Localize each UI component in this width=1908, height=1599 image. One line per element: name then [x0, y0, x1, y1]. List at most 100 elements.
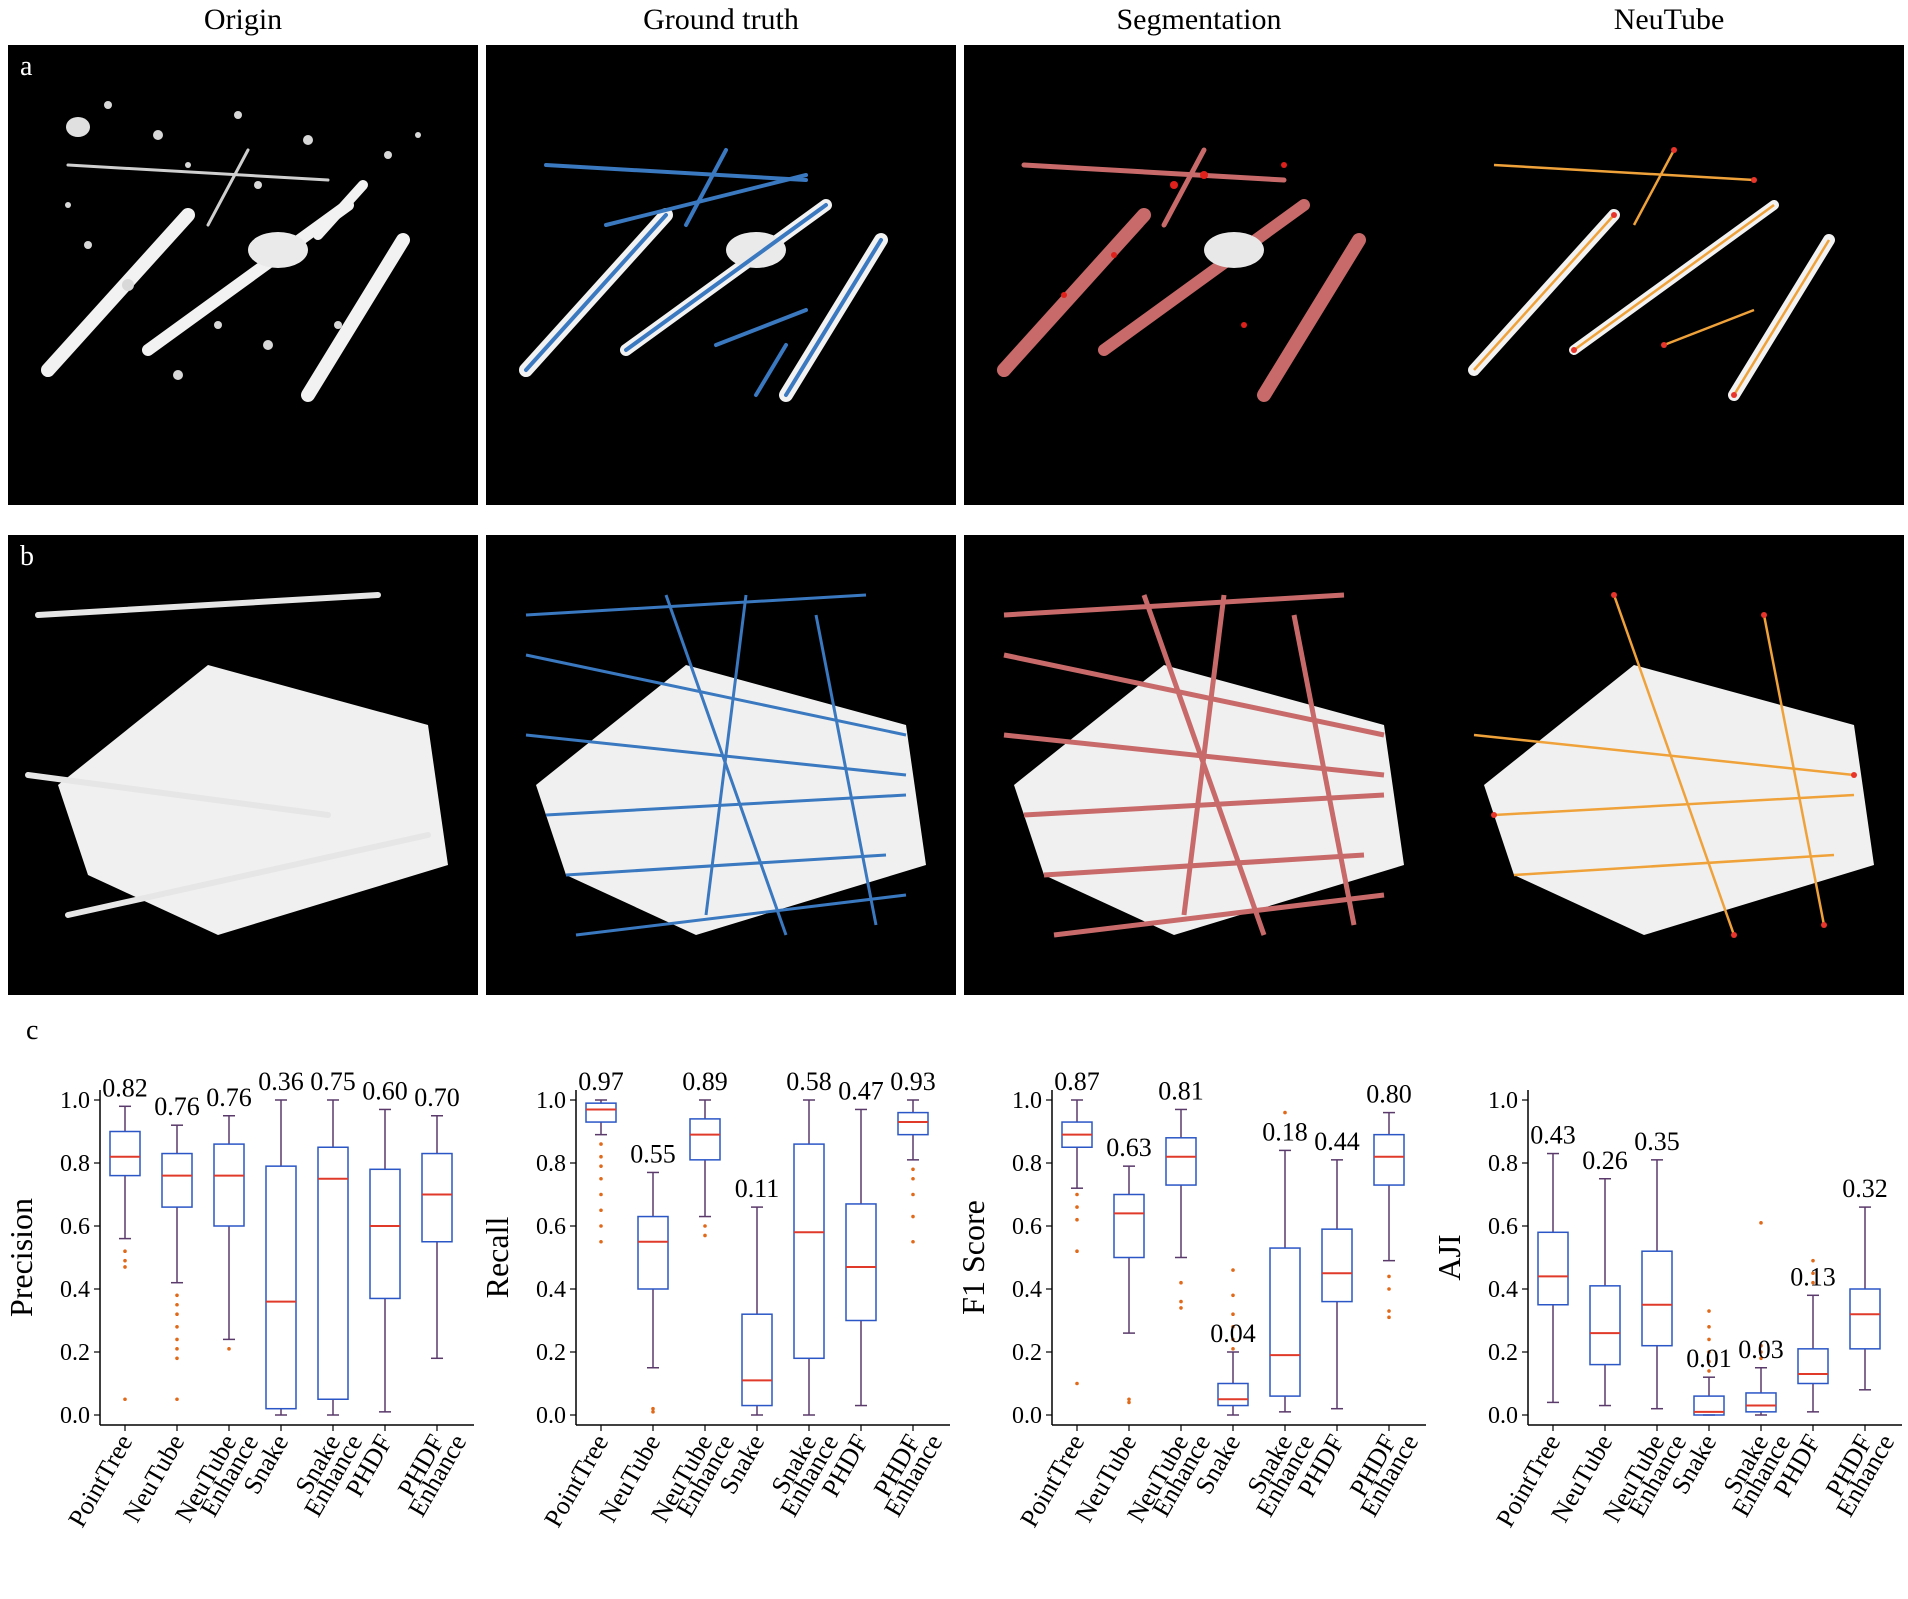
box: [845, 1203, 877, 1322]
y-tick-label: 0.2: [536, 1340, 566, 1366]
y-tick-label: 0.4: [1012, 1277, 1042, 1303]
box: [585, 1102, 617, 1123]
outlier-point: [1127, 1400, 1131, 1405]
box: [1373, 1133, 1405, 1186]
median-value-label: 0.76: [206, 1083, 252, 1112]
y-tick-label: 0.6: [536, 1214, 566, 1240]
row-label-c: c: [26, 1015, 39, 1046]
box: [1165, 1137, 1197, 1186]
box: [265, 1165, 297, 1410]
median-value-label: 0.58: [786, 1067, 832, 1096]
outlier-point: [1811, 1258, 1815, 1263]
outlier-point: [911, 1214, 915, 1219]
outlier-point: [911, 1239, 915, 1244]
panel-b-ground-truth: [486, 535, 956, 995]
outlier-point: [1127, 1397, 1131, 1402]
outlier-point: [599, 1176, 603, 1181]
box: [317, 1146, 349, 1400]
outlier-point: [1387, 1274, 1391, 1279]
outlier-point: [1707, 1359, 1711, 1364]
box: [1537, 1231, 1569, 1306]
y-tick-label: 0.8: [536, 1151, 566, 1177]
y-tick-label: 1.0: [536, 1088, 566, 1114]
outlier-point: [175, 1347, 179, 1351]
median-value-label: 0.04: [1210, 1319, 1256, 1348]
outlier-point: [1075, 1192, 1079, 1197]
neuron-image-a-origin: [41, 101, 421, 402]
median-value-label: 0.47: [838, 1076, 884, 1105]
median-value-label: 0.81: [1158, 1076, 1204, 1105]
column-title-neutube: NeuTube: [1613, 3, 1725, 36]
outlier-point: [1387, 1287, 1391, 1291]
outlier-point: [1707, 1369, 1711, 1373]
median-value-label: 0.03: [1738, 1335, 1784, 1364]
box: [1849, 1288, 1881, 1350]
box: [897, 1111, 929, 1136]
median-value-label: 0.75: [310, 1067, 356, 1096]
panel-a-neutube: [1434, 45, 1904, 505]
outlier-point: [175, 1356, 179, 1361]
median-value-label: 0.97: [578, 1067, 624, 1096]
y-tick-label: 0.2: [1012, 1340, 1042, 1366]
neuron-image-a-segmentation: [997, 147, 1366, 402]
median-value-label: 0.80: [1366, 1080, 1412, 1109]
y-tick-label: 0.0: [1488, 1403, 1518, 1429]
y-tick-label: 1.0: [1012, 1088, 1042, 1114]
median-value-label: 0.93: [890, 1067, 936, 1096]
box: [1797, 1348, 1829, 1385]
median-value-label: 0.87: [1054, 1067, 1100, 1096]
outlier-point: [1707, 1350, 1711, 1354]
outlier-point: [1231, 1325, 1235, 1329]
panel-a-origin: a: [8, 45, 478, 505]
neuron-image-a-ground-truth: [519, 148, 888, 402]
outlier-point: [123, 1265, 127, 1269]
outlier-point: [175, 1337, 179, 1342]
y-tick-label: 1.0: [60, 1088, 90, 1114]
outlier-point: [1231, 1268, 1235, 1272]
outlier-point: [123, 1397, 127, 1402]
median-value-label: 0.32: [1842, 1174, 1888, 1203]
neuron-image-b-ground-truth: [525, 593, 926, 937]
outlier-point: [599, 1142, 603, 1146]
box: [369, 1168, 401, 1300]
median-value-label: 0.70: [414, 1083, 460, 1112]
median-value-label: 0.26: [1582, 1146, 1628, 1175]
box: [637, 1215, 669, 1290]
box: [1113, 1193, 1145, 1259]
chart-aji: 0.0 0.2 0.4 0.6 0.8 1.0 AJI 0.43 PointTree 0.26 Ne…: [1428, 1030, 1904, 1599]
y-axis-label: Precision: [3, 1198, 39, 1317]
y-tick-label: 0.0: [1012, 1403, 1042, 1429]
y-axis-label: AJI: [1431, 1234, 1467, 1280]
outlier-point: [1707, 1325, 1711, 1329]
median-value-label: 0.82: [102, 1073, 148, 1102]
outlier-point: [175, 1302, 179, 1307]
outlier-point: [1231, 1347, 1235, 1351]
median-value-label: 0.63: [1106, 1133, 1152, 1162]
outlier-point: [1231, 1312, 1235, 1316]
box: [1745, 1392, 1777, 1413]
y-tick-label: 0.4: [1488, 1277, 1518, 1303]
median-value-label: 0.89: [682, 1067, 728, 1096]
median-value-label: 0.76: [154, 1092, 200, 1121]
outlier-point: [599, 1164, 603, 1168]
outlier-point: [123, 1249, 127, 1253]
outlier-point: [1179, 1280, 1183, 1285]
panel-a-segmentation: [964, 45, 1434, 505]
panel-a-ground-truth: [486, 45, 956, 505]
median-value-label: 0.18: [1262, 1117, 1308, 1146]
neuron-image-b-segmentation: [1003, 592, 1404, 938]
outlier-point: [599, 1239, 603, 1244]
outlier-point: [1179, 1299, 1183, 1304]
box: [689, 1118, 721, 1161]
outlier-point: [911, 1192, 915, 1197]
outlier-point: [1179, 1306, 1183, 1310]
outlier-point: [1387, 1309, 1391, 1313]
outlier-point: [599, 1208, 603, 1213]
outlier-point: [175, 1312, 179, 1316]
outlier-point: [911, 1176, 915, 1181]
median-value-label: 0.01: [1686, 1344, 1732, 1373]
box: [741, 1313, 773, 1407]
outlier-point: [175, 1293, 179, 1298]
y-tick-label: 0.0: [536, 1403, 566, 1429]
